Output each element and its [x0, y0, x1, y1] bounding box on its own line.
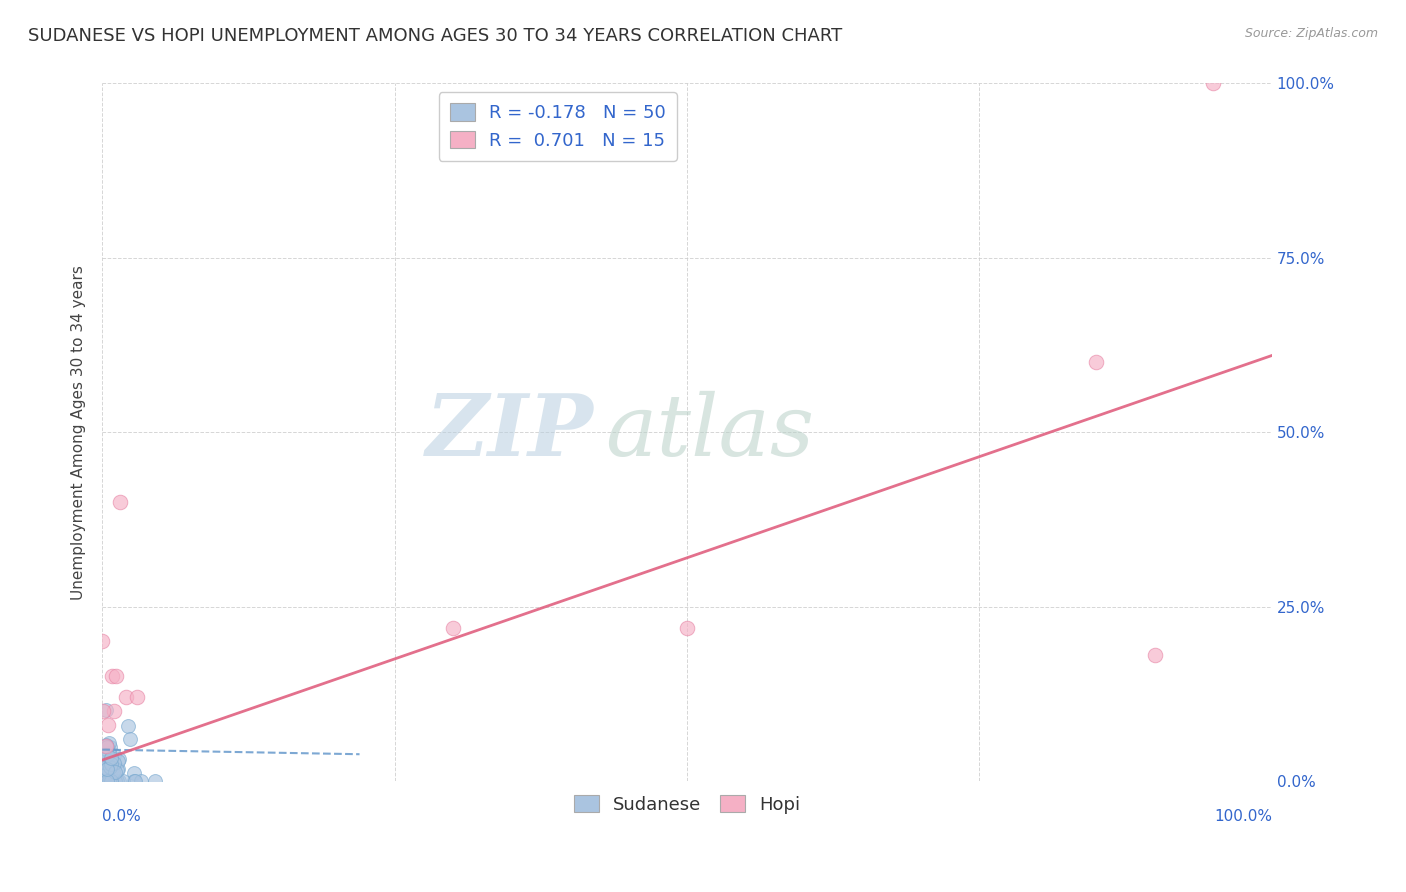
Point: [143, 774, 166, 789]
Point: [96, 755, 118, 769]
Point: [98, 739, 121, 754]
Point: [105, 774, 128, 789]
Point: [96, 739, 118, 754]
Point: [94, 761, 117, 775]
Point: [107, 754, 129, 768]
Point: [122, 774, 145, 789]
Point: [96, 774, 118, 789]
Point: [96, 747, 118, 762]
Point: [91, 774, 114, 789]
Point: [94, 739, 117, 753]
Point: [114, 690, 136, 705]
Point: [93, 774, 115, 789]
Text: SUDANESE VS HOPI UNEMPLOYMENT AMONG AGES 30 TO 34 YEARS CORRELATION CHART: SUDANESE VS HOPI UNEMPLOYMENT AMONG AGES…: [28, 27, 842, 45]
Point: [98, 774, 121, 789]
Point: [117, 719, 139, 733]
Point: [108, 774, 131, 789]
Point: [107, 762, 129, 776]
Point: [676, 621, 699, 635]
Point: [100, 774, 122, 789]
Point: [1202, 77, 1225, 91]
Point: [112, 774, 135, 789]
Point: [96, 760, 118, 774]
Point: [100, 751, 122, 765]
Point: [97, 718, 120, 732]
Text: 0.0%: 0.0%: [103, 809, 141, 824]
Point: [124, 774, 146, 789]
Point: [107, 752, 129, 766]
Point: [96, 762, 118, 776]
Text: Source: ZipAtlas.com: Source: ZipAtlas.com: [1244, 27, 1378, 40]
Point: [91, 760, 114, 774]
Text: ZIP: ZIP: [426, 391, 593, 474]
Point: [129, 774, 152, 789]
Point: [103, 765, 125, 780]
Point: [98, 774, 121, 789]
Point: [105, 669, 128, 683]
Point: [93, 756, 115, 770]
Point: [122, 766, 145, 780]
Point: [94, 738, 117, 752]
Point: [103, 764, 125, 779]
Point: [96, 766, 118, 780]
Point: [104, 774, 127, 789]
Point: [103, 704, 125, 718]
Point: [1085, 355, 1108, 369]
Point: [108, 495, 131, 509]
Legend: Sudanese, Hopi: Sudanese, Hopi: [567, 788, 807, 821]
Point: [98, 760, 121, 774]
Point: [97, 736, 120, 750]
Point: [91, 774, 114, 789]
Point: [94, 767, 117, 781]
Point: [441, 621, 464, 635]
Text: atlas: atlas: [605, 391, 814, 474]
Point: [105, 763, 128, 777]
Text: 100.0%: 100.0%: [1213, 809, 1272, 824]
Point: [103, 747, 125, 762]
Point: [103, 756, 125, 770]
Point: [100, 752, 122, 766]
Point: [1143, 648, 1166, 663]
Point: [118, 731, 141, 746]
Point: [93, 762, 115, 776]
Point: [96, 761, 118, 775]
Y-axis label: Unemployment Among Ages 30 to 34 years: Unemployment Among Ages 30 to 34 years: [72, 265, 86, 599]
Point: [91, 634, 114, 648]
Point: [127, 690, 149, 705]
Point: [97, 746, 120, 760]
Point: [100, 669, 122, 683]
Point: [100, 757, 122, 772]
Point: [101, 761, 124, 775]
Point: [93, 704, 115, 718]
Point: [96, 703, 118, 717]
Point: [100, 760, 122, 774]
Point: [104, 764, 127, 779]
